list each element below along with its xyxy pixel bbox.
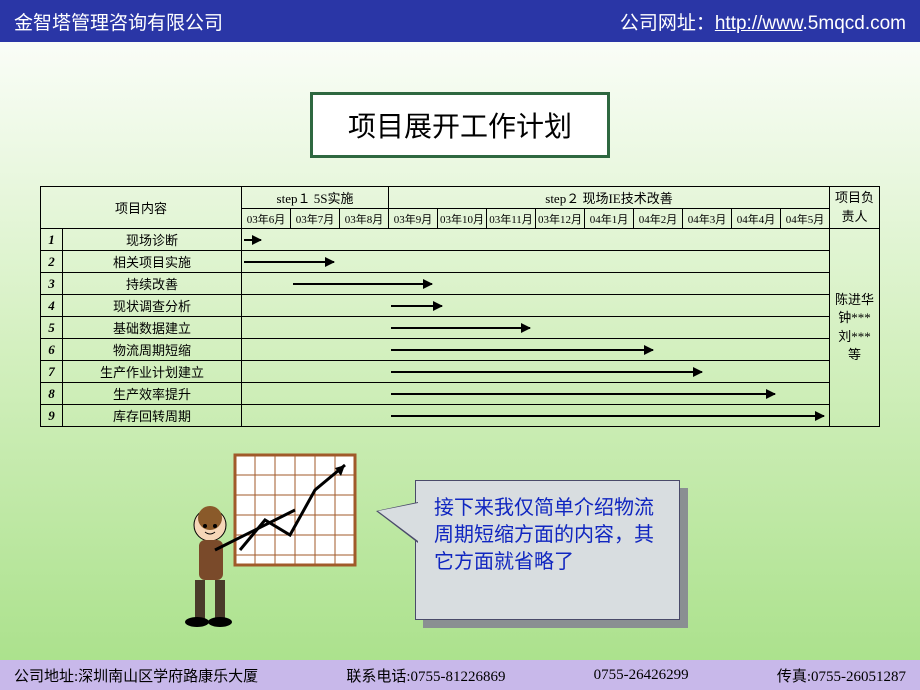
task-name: 基础数据建立	[63, 317, 242, 339]
speech-text: 接下来我仅简单介绍物流周期短缩方面的内容，其它方面就省略了	[416, 481, 679, 590]
task-name: 持续改善	[63, 273, 242, 295]
task-num: 6	[41, 339, 63, 361]
month-header: 03年9月	[389, 209, 438, 229]
footer-address: 公司地址:深圳南山区学府路康乐大厦	[14, 665, 258, 686]
responsible-cell: 陈进华钟***刘***等	[830, 229, 880, 427]
gantt-bar-cell	[242, 383, 830, 405]
table-row: 6物流周期短缩	[41, 339, 880, 361]
table-row: 7生产作业计划建立	[41, 361, 880, 383]
gantt-bar-cell	[242, 273, 830, 295]
month-header: 03年6月	[242, 209, 291, 229]
table-row: 8生产效率提升	[41, 383, 880, 405]
month-header: 04年1月	[585, 209, 634, 229]
month-header: 04年2月	[634, 209, 683, 229]
gantt-bar-cell	[242, 317, 830, 339]
table-row: 4现状调查分析	[41, 295, 880, 317]
month-header: 04年5月	[781, 209, 830, 229]
col-project: 项目内容	[41, 187, 242, 229]
step2-header: step２ 现场IE技术改善	[389, 187, 830, 209]
footer-fax: 传真:0755-26051287	[777, 665, 906, 686]
url-label: 公司网址：	[620, 13, 715, 34]
gantt-bar-cell	[242, 339, 830, 361]
table-row: 1现场诊断陈进华钟***刘***等	[41, 229, 880, 251]
footer-tel2: 0755-26426299	[594, 667, 689, 684]
col-responsible: 项目负责人	[830, 187, 880, 229]
gantt-bar-cell	[242, 361, 830, 383]
task-name: 现场诊断	[63, 229, 242, 251]
step1-header: step１ 5S实施	[242, 187, 389, 209]
month-header: 03年8月	[340, 209, 389, 229]
gantt-chart: 项目内容step１ 5S实施step２ 现场IE技术改善项目负责人03年6月03…	[40, 186, 880, 427]
presenter-illustration	[185, 450, 385, 630]
month-header: 04年3月	[683, 209, 732, 229]
gantt-arrow	[391, 327, 530, 329]
url-block: 公司网址：http://www.5mqcd.com	[620, 8, 906, 35]
gantt-arrow	[293, 283, 432, 285]
speech-bubble: 接下来我仅简单介绍物流周期短缩方面的内容，其它方面就省略了	[415, 480, 680, 620]
task-num: 9	[41, 405, 63, 427]
gantt-arrow	[244, 261, 334, 263]
gantt-arrow	[391, 371, 702, 373]
task-name: 现状调查分析	[63, 295, 242, 317]
month-header: 03年11月	[487, 209, 536, 229]
company-name: 金智塔管理咨询有限公司	[14, 8, 223, 35]
gantt-arrow	[244, 239, 261, 241]
table-row: 3持续改善	[41, 273, 880, 295]
month-header: 03年12月	[536, 209, 585, 229]
gantt-arrow	[391, 305, 442, 307]
gantt-bar-cell	[242, 251, 830, 273]
table-row: 5基础数据建立	[41, 317, 880, 339]
month-header: 03年7月	[291, 209, 340, 229]
page-title: 项目展开工作计划	[310, 92, 610, 158]
task-name: 生产作业计划建立	[63, 361, 242, 383]
task-num: 3	[41, 273, 63, 295]
gantt-arrow	[391, 415, 824, 417]
gantt-arrow	[391, 349, 653, 351]
url-link[interactable]: http://www	[715, 13, 803, 34]
gantt-bar-cell	[242, 295, 830, 317]
task-name: 库存回转周期	[63, 405, 242, 427]
gantt-table: 项目内容step１ 5S实施step２ 现场IE技术改善项目负责人03年6月03…	[40, 186, 880, 427]
gantt-bar-cell	[242, 405, 830, 427]
url-rest: .5mqcd.com	[803, 13, 906, 34]
footer-bar: 公司地址:深圳南山区学府路康乐大厦 联系电话:0755-81226869 075…	[0, 660, 920, 690]
month-header: 04年4月	[732, 209, 781, 229]
task-num: 7	[41, 361, 63, 383]
task-name: 生产效率提升	[63, 383, 242, 405]
task-name: 物流周期短缩	[63, 339, 242, 361]
task-num: 5	[41, 317, 63, 339]
table-row: 2相关项目实施	[41, 251, 880, 273]
task-num: 2	[41, 251, 63, 273]
header-bar: 金智塔管理咨询有限公司 公司网址：http://www.5mqcd.com	[0, 0, 920, 42]
task-num: 4	[41, 295, 63, 317]
table-row: 9库存回转周期	[41, 405, 880, 427]
task-num: 8	[41, 383, 63, 405]
task-name: 相关项目实施	[63, 251, 242, 273]
gantt-arrow	[391, 393, 775, 395]
task-num: 1	[41, 229, 63, 251]
footer-tel: 联系电话:0755-81226869	[346, 665, 505, 686]
month-header: 03年10月	[438, 209, 487, 229]
gantt-bar-cell	[242, 229, 830, 251]
